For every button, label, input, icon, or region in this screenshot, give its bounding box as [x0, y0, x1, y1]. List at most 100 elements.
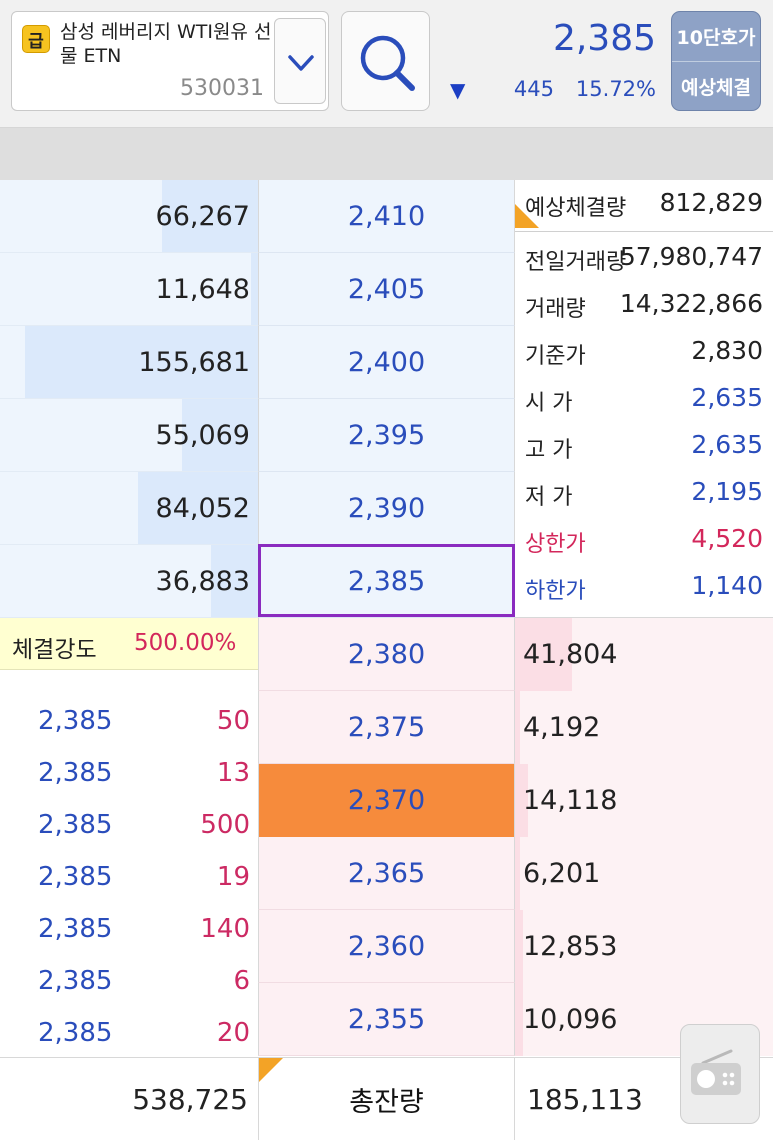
info-row: 저 가 2,195: [515, 469, 773, 516]
ask-qty: 11,648: [155, 273, 250, 305]
expected-qty-label: 예상체결량: [525, 196, 627, 221]
info-value: 1,140: [691, 571, 763, 600]
total-bid-qty: 185,113: [527, 1082, 643, 1116]
ask-volume-bar: [138, 472, 258, 544]
ask-qty-cell[interactable]: 66,267: [0, 180, 258, 253]
header: 급 삼성 레버리지 WTI원유 선물 ETN 530031 2,385 ▼ 44…: [0, 0, 773, 128]
tick-price: 2,385: [38, 1018, 113, 1048]
expected-execution-button[interactable]: 예상체결: [681, 77, 751, 99]
info-panel: 예상체결량 812,829 전일거래량 57,980,747 거래량 14,32…: [515, 180, 773, 618]
bid-price-highlighted[interactable]: 2,370: [258, 764, 515, 837]
info-label: 상한가: [525, 532, 586, 557]
expected-qty-row: 예상체결량 812,829: [515, 180, 773, 232]
corner-marker: [515, 204, 539, 228]
ask-price[interactable]: 2,395: [258, 399, 515, 472]
info-label: 시 가: [525, 391, 573, 416]
radio-button[interactable]: [680, 1024, 760, 1124]
ask-volume-bar: [182, 399, 258, 471]
tick-qty: 20: [216, 1018, 250, 1048]
bid-qty-cell[interactable]: 41,804: [515, 618, 773, 691]
bid-price[interactable]: 2,375: [258, 691, 515, 764]
grade-badge: 급: [22, 25, 50, 53]
bid-volume-bar: [515, 910, 523, 983]
tick-qty: 140: [200, 914, 250, 944]
bid-price[interactable]: 2,380: [258, 618, 515, 691]
bid-volume-bar: [515, 837, 520, 910]
stock-selector[interactable]: 급 삼성 레버리지 WTI원유 선물 ETN 530031: [11, 11, 329, 111]
ask-qty-cell[interactable]: 155,681: [0, 326, 258, 399]
tick-price: 2,385: [38, 862, 113, 892]
ask-price[interactable]: 2,400: [258, 326, 515, 399]
info-label: 거래량: [525, 297, 586, 322]
tick-qty: 19: [216, 862, 250, 892]
info-value: 2,635: [691, 430, 763, 459]
stock-code: 530031: [180, 76, 264, 101]
chevron-down-icon: [288, 55, 314, 71]
bid-qty-cell[interactable]: 14,118: [515, 764, 773, 837]
ask-qty: 84,052: [155, 492, 250, 524]
totals-footer: 538,725 총잔량 185,113: [0, 1057, 773, 1140]
info-label: 기준가: [525, 344, 586, 369]
info-value: 57,980,747: [619, 242, 763, 271]
bid-qty-cell[interactable]: 12,853: [515, 910, 773, 983]
ask-price[interactable]: 2,390: [258, 472, 515, 545]
ask-qty-cell[interactable]: 84,052: [0, 472, 258, 545]
search-icon: [360, 35, 415, 91]
info-label: 저 가: [525, 485, 573, 510]
tick-qty: 13: [216, 758, 250, 788]
info-row: 거래량 14,322,866: [515, 281, 773, 328]
total-remaining-label-cell[interactable]: 총잔량: [258, 1058, 515, 1140]
ask-qty-cell[interactable]: 36,883: [0, 545, 258, 618]
tick-row: 2,385 20: [0, 1018, 258, 1054]
info-row: 하한가 1,140: [515, 563, 773, 610]
info-label: 하한가: [525, 579, 586, 604]
down-arrow-icon: ▼: [450, 78, 466, 102]
ask-qty: 36,883: [155, 565, 250, 597]
tick-price: 2,385: [38, 758, 113, 788]
bid-price[interactable]: 2,360: [258, 910, 515, 983]
ten-level-quote-button[interactable]: 10단호가: [672, 12, 760, 62]
bid-volume-bar: [515, 691, 520, 764]
info-label: 전일거래량: [525, 250, 627, 275]
bid-price[interactable]: 2,365: [258, 837, 515, 910]
dropdown-button[interactable]: [274, 18, 326, 104]
trade-strength-box: 체결강도 500.00%: [0, 618, 258, 670]
current-price-marker: [258, 544, 515, 617]
trade-strength-value: 500.00%: [134, 630, 237, 656]
current-price: 2,385: [552, 18, 656, 59]
tick-row: 2,385 500: [0, 810, 258, 846]
ask-qty-cell[interactable]: 11,648: [0, 253, 258, 326]
ask-volume-bar: [251, 253, 258, 325]
tick-price: 2,385: [38, 810, 113, 840]
info-value: 14,322,866: [619, 289, 763, 318]
total-ask-qty: 538,725: [132, 1082, 248, 1116]
bid-qty: 4,192: [523, 712, 601, 743]
info-row: 상한가 4,520: [515, 516, 773, 563]
total-remaining-label: 총잔량: [349, 1086, 424, 1118]
radio-icon: [691, 1049, 741, 1095]
bid-volume-bar: [515, 618, 572, 691]
bid-volume-bar: [515, 983, 523, 1056]
bid-qty: 14,118: [523, 785, 618, 816]
trade-strength-label: 체결강도: [12, 637, 97, 663]
info-row: 시 가 2,635: [515, 375, 773, 422]
ask-price[interactable]: 2,410: [258, 180, 515, 253]
ask-price[interactable]: 2,385: [258, 545, 515, 618]
ask-volume-bar: [162, 180, 258, 252]
ask-volume-bar: [211, 545, 258, 617]
tick-price: 2,385: [38, 914, 113, 944]
bid-price[interactable]: 2,355: [258, 983, 515, 1056]
tick-qty: 6: [233, 966, 250, 996]
view-toggle: 10단호가 예상체결: [671, 11, 761, 111]
ask-qty-cell[interactable]: 55,069: [0, 399, 258, 472]
bid-qty-cell[interactable]: 4,192: [515, 691, 773, 764]
search-button[interactable]: [341, 11, 430, 111]
ask-price[interactable]: 2,405: [258, 253, 515, 326]
tick-qty: 500: [200, 810, 250, 840]
info-row: 기준가 2,830: [515, 328, 773, 375]
info-label: 고 가: [525, 438, 573, 463]
bid-qty-cell[interactable]: 6,201: [515, 837, 773, 910]
tick-price: 2,385: [38, 706, 113, 736]
change-rate: 15.72%: [575, 77, 656, 101]
tick-row: 2,385 50: [0, 706, 258, 742]
